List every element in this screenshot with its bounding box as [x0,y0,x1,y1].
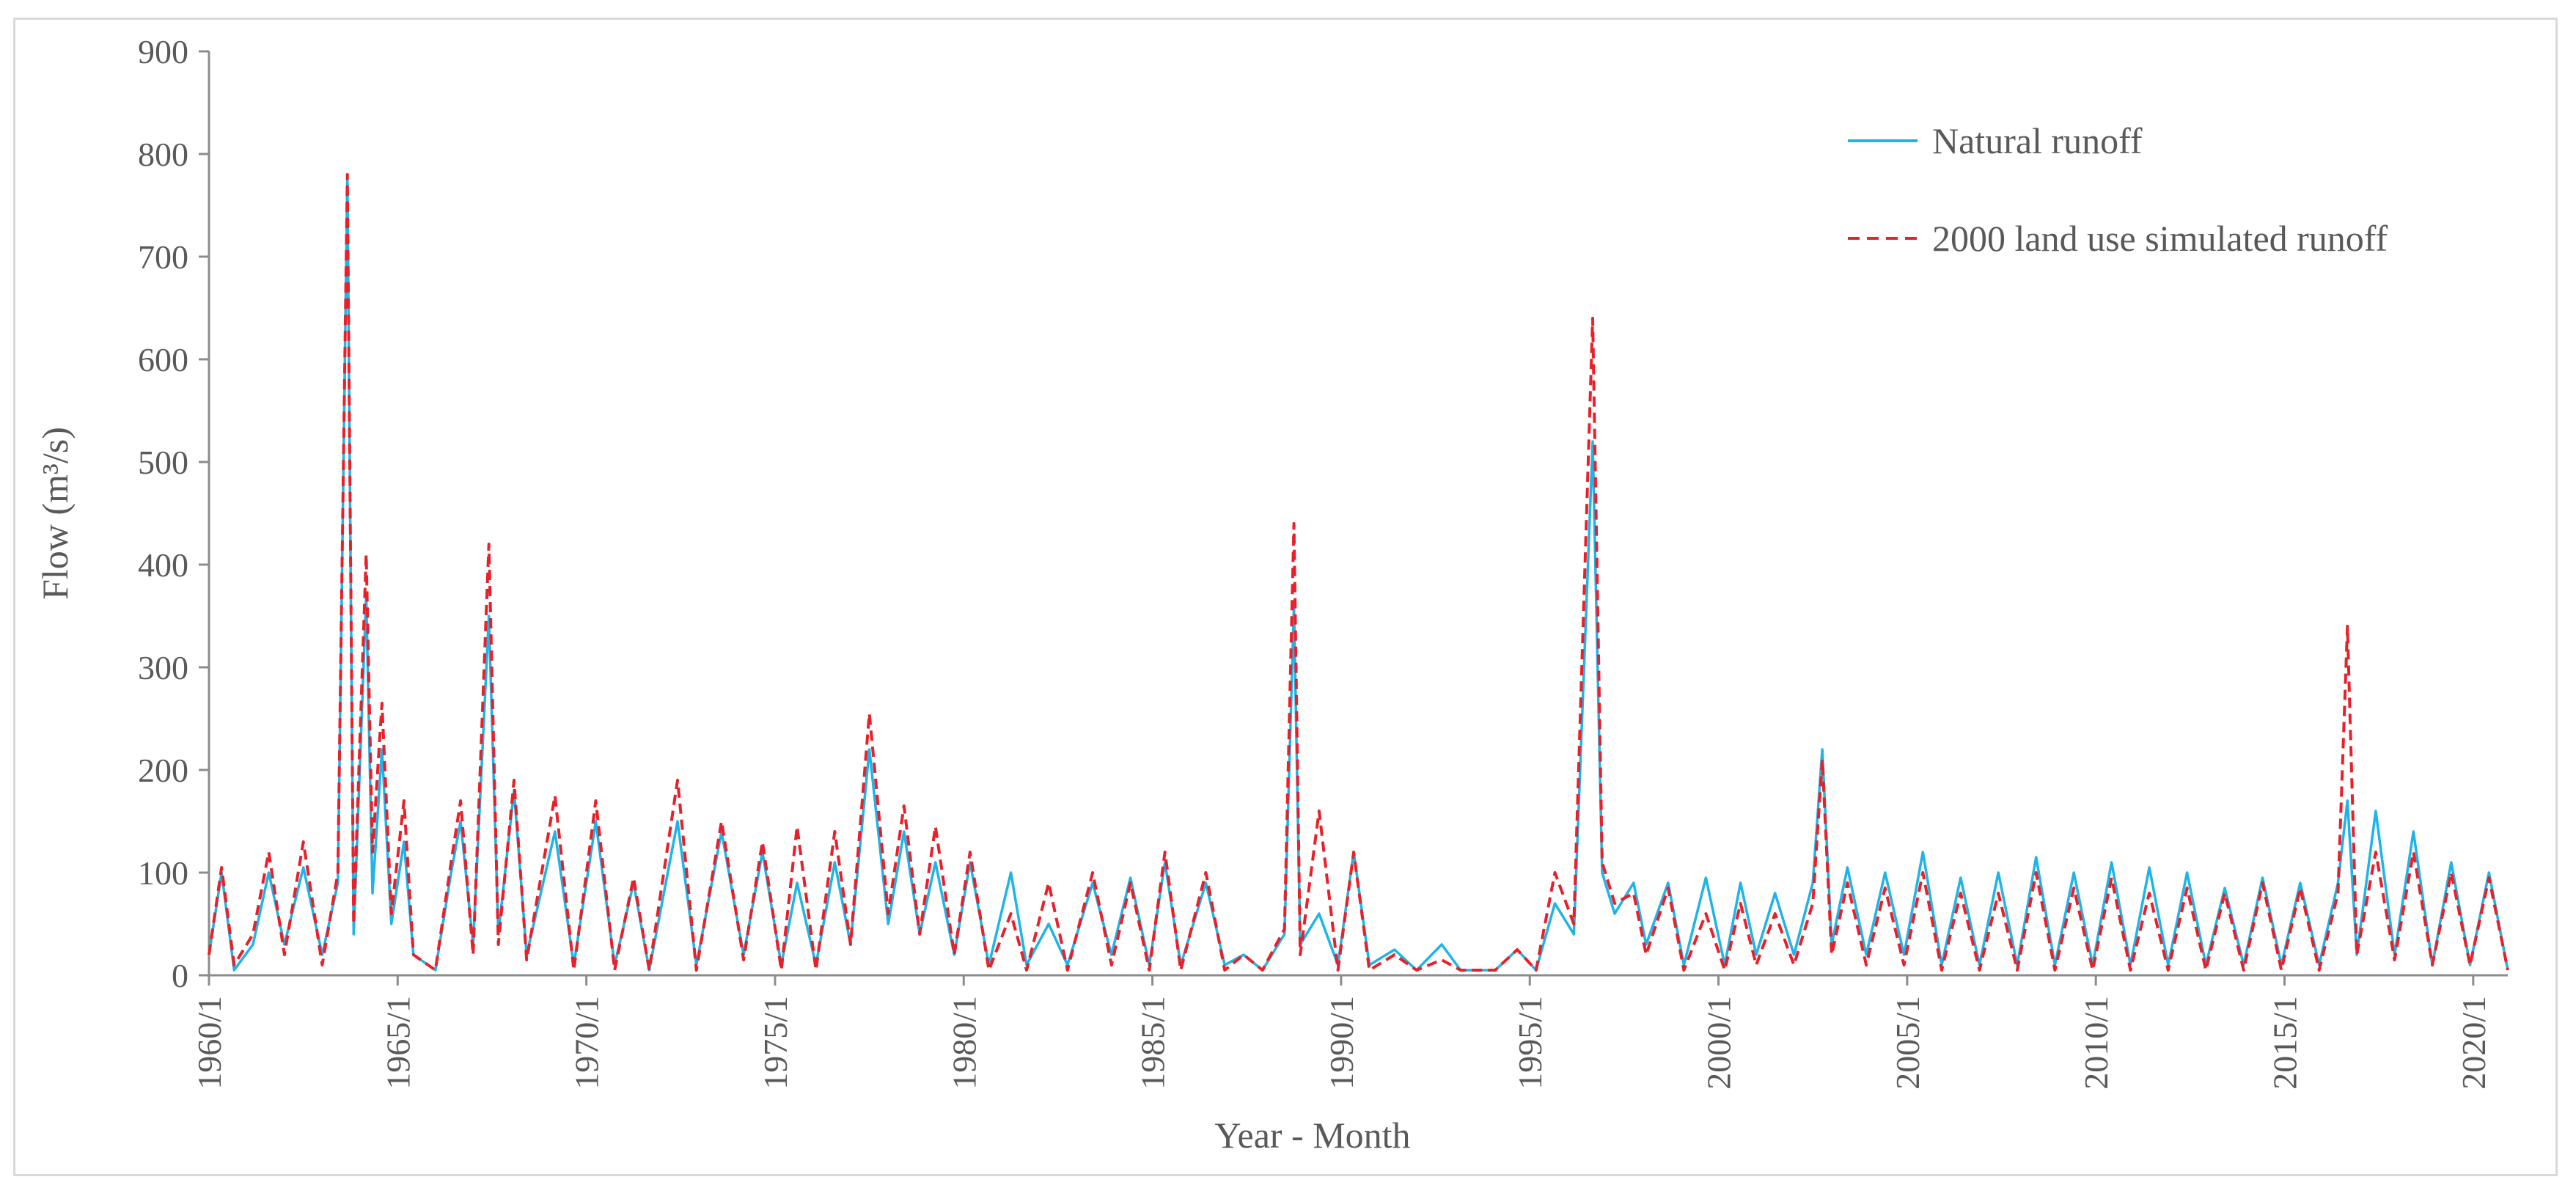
legend: Natural runoff 2000 land use simulated r… [1848,120,2388,259]
x-tick-label: 2015/1 [2267,996,2304,1090]
x-axis-title: Year - Month [1214,1115,1410,1156]
x-tick-group: 1960/1 1965/1 1970/1 1975/1 1980/1 1985/1 1990… [191,975,2492,1090]
y-tick-label: 400 [138,546,188,584]
series-line-1 [208,173,2509,972]
x-tick-label: 2010/1 [2077,996,2115,1090]
x-tick-label: 2020/1 [2455,996,2492,1090]
chart-frame [13,18,2558,1176]
x-tick-label: 1960/1 [191,996,228,1090]
legend-label-simulated-runoff: 2000 land use simulated runoff [1932,218,2388,259]
y-tick-label: 0 [172,957,188,994]
y-tick-label: 800 [138,136,188,173]
y-tick-label: 200 [138,752,188,789]
x-tick-label: 1995/1 [1511,996,1549,1090]
series-group [208,173,2509,972]
y-axis-title: Flow (m³/s) [34,427,76,600]
series-line-0 [208,173,2509,972]
y-tick-label: 300 [138,649,188,686]
y-tick-label: 900 [138,33,188,70]
y-tick-label: 700 [138,238,188,276]
x-tick-label: 1990/1 [1323,996,1360,1090]
x-tick-label: 1985/1 [1134,996,1172,1090]
x-tick-label: 1980/1 [945,996,983,1090]
x-tick-label: 2000/1 [1700,996,1738,1090]
y-tick-label: 600 [138,341,188,378]
y-tick-label: 100 [138,854,188,892]
legend-label-natural-runoff: Natural runoff [1932,120,2143,161]
x-tick-label: 2005/1 [1889,996,1926,1090]
y-tick-label: 500 [138,444,188,481]
y-tick-group: 0 100 200 300 400 500 600 700 800 900 [138,33,209,994]
x-tick-label: 1970/1 [568,996,606,1090]
x-tick-label: 1975/1 [757,996,794,1090]
x-tick-label: 1965/1 [379,996,417,1090]
